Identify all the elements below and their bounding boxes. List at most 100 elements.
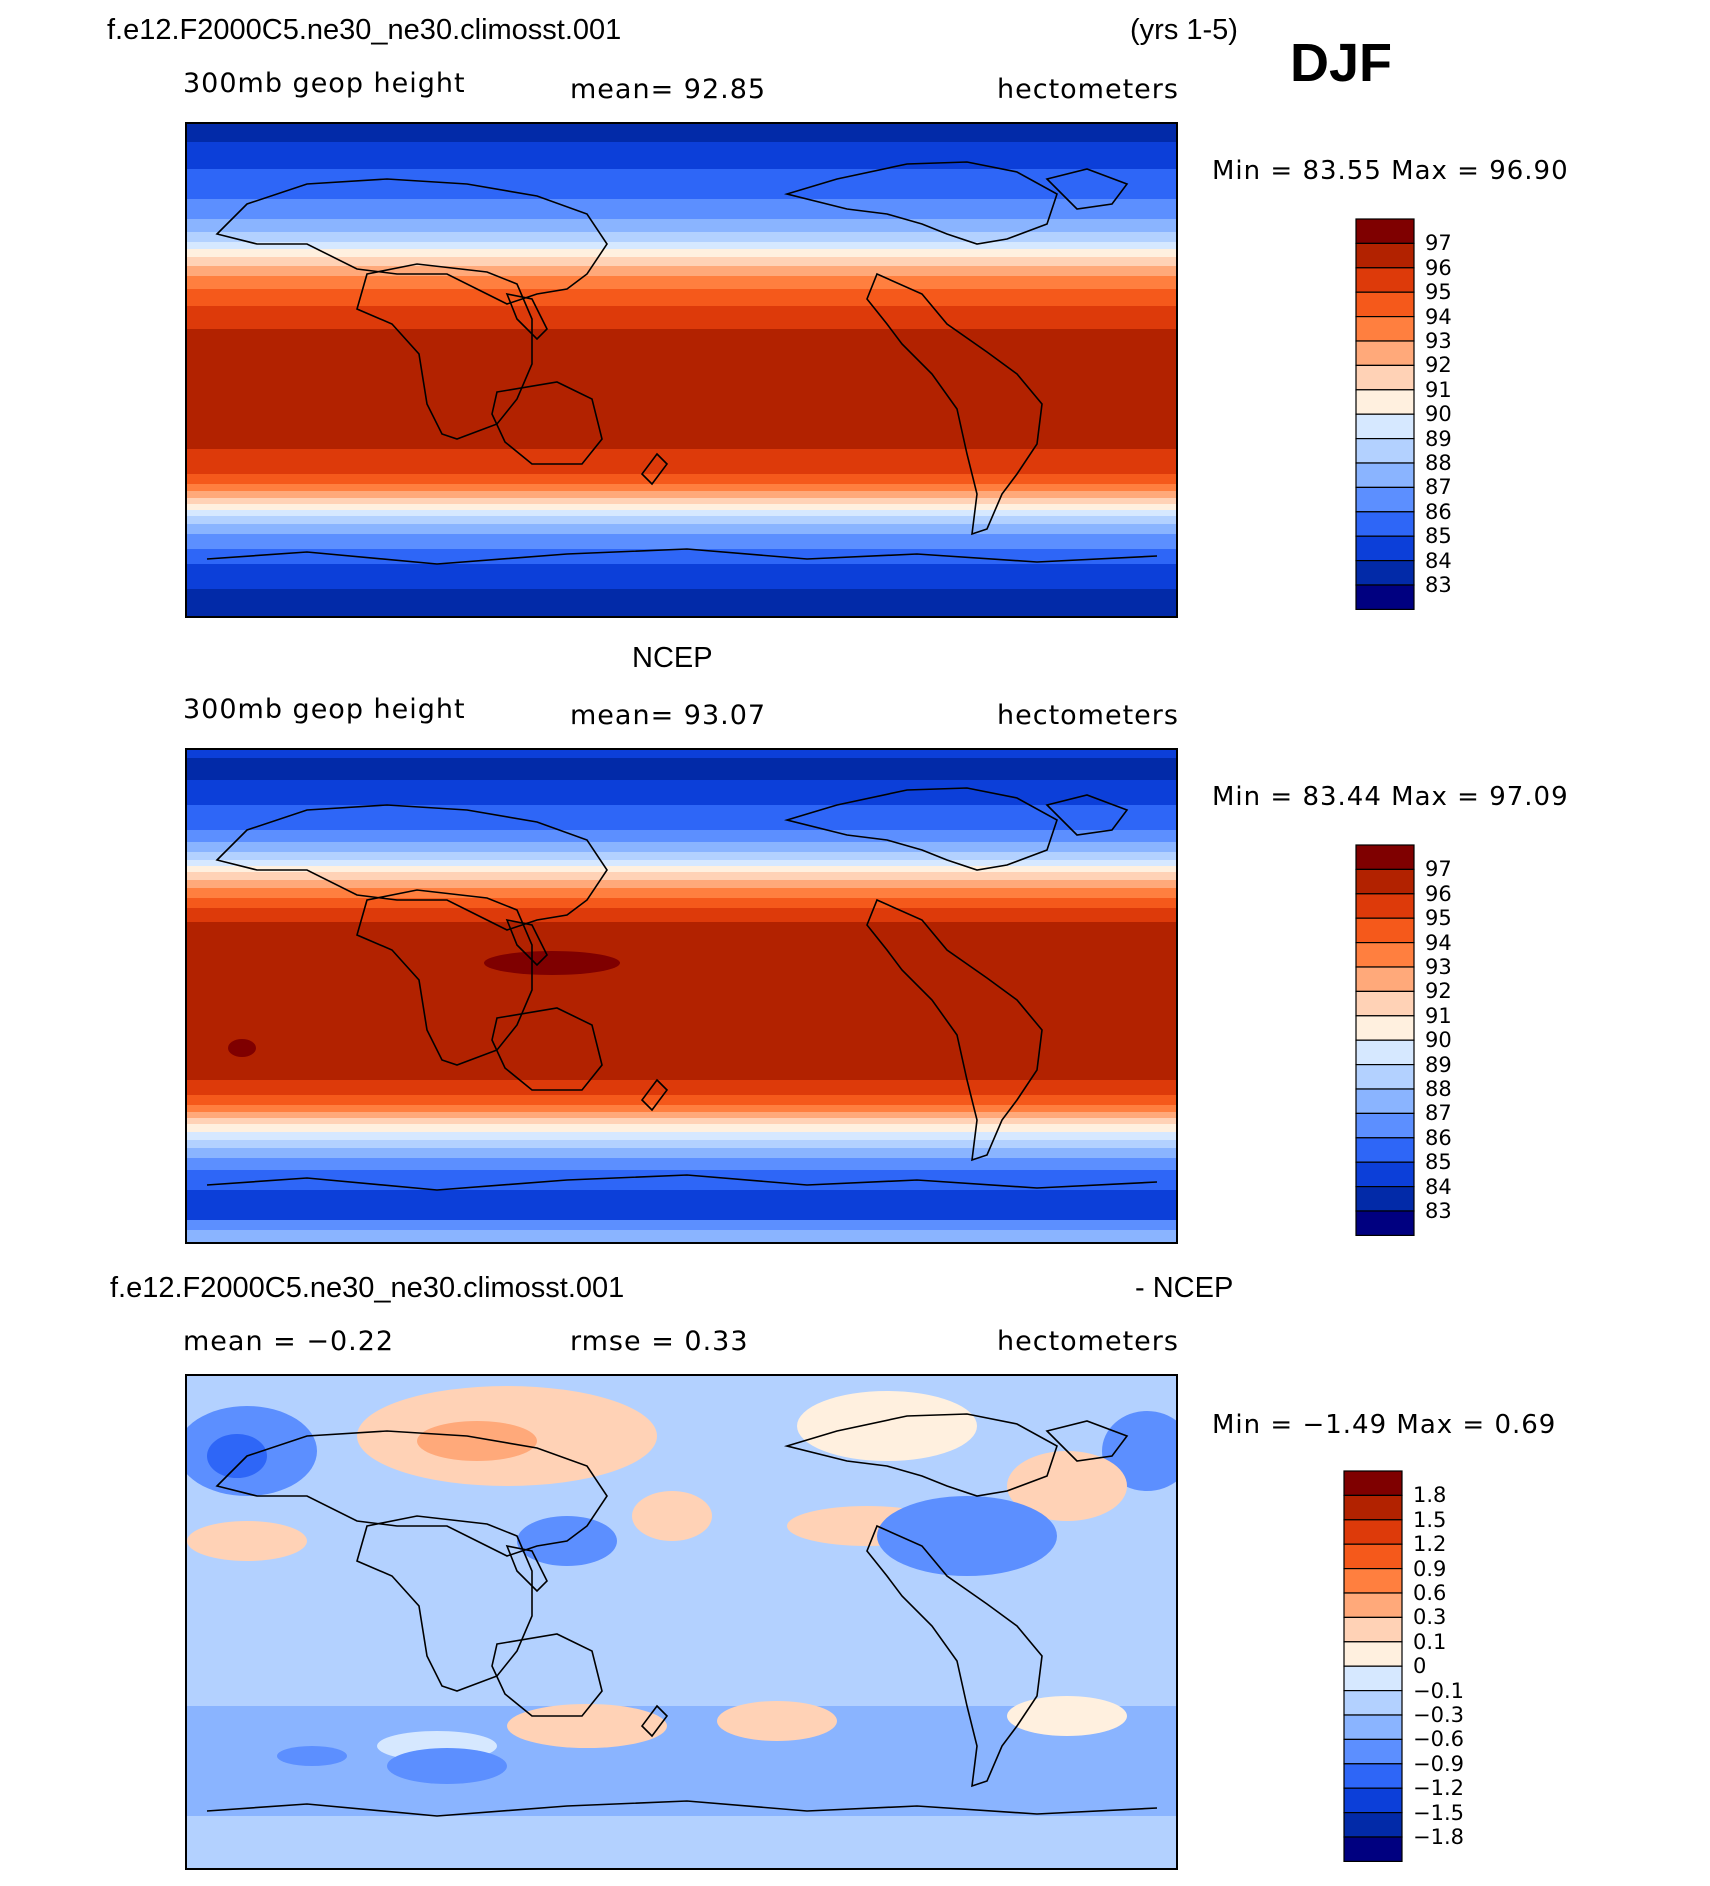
colorbar-box — [1343, 1543, 1403, 1570]
contour-band — [187, 289, 1176, 307]
colorbar-box — [1355, 340, 1415, 366]
colorbar-label: 0.1 — [1413, 1629, 1447, 1654]
panel-ncep-title: NCEP — [632, 642, 713, 674]
contour-band — [187, 780, 1176, 806]
panel-diff-mean: mean = −0.22 — [183, 1326, 395, 1357]
colorbar-box — [1355, 218, 1415, 244]
coastline — [1045, 1420, 1129, 1462]
colorbar-box — [1355, 267, 1415, 293]
contour-band — [187, 329, 1176, 450]
colorbar-box — [1343, 1665, 1403, 1692]
coastline — [640, 1078, 669, 1112]
coastline — [215, 1430, 608, 1557]
colorbar-label: 1.8 — [1413, 1483, 1447, 1508]
colorbar-boxes — [1343, 1470, 1403, 1862]
colorbar-label: −1.5 — [1413, 1800, 1464, 1825]
coastline — [505, 918, 548, 967]
case-title: f.e12.F2000C5.ne30_ne30.climosst.001 — [107, 14, 622, 46]
coastline — [640, 1704, 669, 1738]
colorbar-box — [1355, 1112, 1415, 1139]
colorbar-boxes — [1355, 218, 1415, 610]
contour-band — [187, 249, 1176, 258]
colorbar-label: 90 — [1425, 402, 1452, 427]
contour-anomaly — [277, 1746, 347, 1766]
contour-band — [187, 1220, 1176, 1231]
panel-ncep-minmax: Min = 83.44 Max = 97.09 — [1212, 782, 1569, 812]
colorbar-box — [1343, 1738, 1403, 1765]
contour-band — [187, 474, 1176, 485]
contour-band — [187, 888, 1176, 899]
contour-band — [187, 860, 1176, 867]
colorbar-ncep: 97 96 95 94 93 92 91 90 89 88 87 86 85 84 83 — [1355, 844, 1515, 1239]
coastline — [1045, 794, 1129, 836]
colorbar-label: 83 — [1425, 573, 1452, 597]
colorbar-box — [1355, 584, 1415, 610]
colorbar-box — [1343, 1787, 1403, 1814]
colorbar-box — [1343, 1836, 1403, 1862]
contour-band — [187, 842, 1176, 853]
contour-band — [187, 549, 1176, 565]
colorbar-box — [1343, 1494, 1403, 1521]
contour-band — [187, 534, 1176, 550]
contour-band — [187, 1158, 1176, 1171]
coastline — [215, 178, 608, 305]
contour-band — [187, 484, 1176, 492]
contour-band — [187, 142, 1176, 170]
colorbar-box — [1355, 966, 1415, 992]
panel-model-variable: 300mb geop height — [183, 68, 466, 99]
coastline — [783, 1413, 1058, 1497]
contour-anomaly — [1007, 1696, 1127, 1736]
colorbar-box — [1355, 1186, 1415, 1212]
map-diff — [185, 1374, 1178, 1870]
coastline — [866, 898, 1043, 1162]
contour-max — [228, 1039, 256, 1057]
colorbar-box — [1343, 1470, 1403, 1496]
contour-band — [187, 589, 1176, 616]
coastline — [640, 452, 669, 486]
contour-band — [187, 750, 1176, 759]
colorbar-model: 97 96 95 94 93 92 91 90 89 88 87 86 85 84 83 — [1355, 218, 1515, 613]
contour-anomaly — [797, 1391, 977, 1461]
contour-band — [187, 498, 1176, 505]
colorbar-box — [1355, 242, 1415, 269]
colorbar-diff: 1.8 1.5 1.2 0.9 0.6 0.3 0.1 0 −0.1 −0.3 −0.6 −0.9 −1… — [1343, 1470, 1513, 1865]
contour-anomaly — [187, 1521, 307, 1561]
coastline — [491, 1633, 603, 1717]
contour-band — [187, 257, 1176, 267]
contour-band — [187, 516, 1176, 525]
colorbar-label: 0 — [1413, 1654, 1427, 1679]
contour-anomaly — [877, 1496, 1057, 1576]
coastline — [505, 1544, 548, 1593]
colorbar-label: 92 — [1425, 979, 1452, 1004]
season-label: DJF — [1290, 33, 1393, 93]
contour-band — [187, 564, 1176, 590]
colorbar-label: 97 — [1425, 857, 1452, 882]
colorbar-label: 93 — [1425, 329, 1452, 353]
colorbar-label: −0.1 — [1413, 1678, 1464, 1703]
colorbar-label: 85 — [1425, 1150, 1452, 1175]
contour-band — [187, 805, 1176, 831]
contour-anomaly — [632, 1491, 712, 1541]
colorbar-box — [1343, 1763, 1403, 1789]
panel-diff-rmse: rmse = 0.33 — [570, 1326, 749, 1357]
coastline — [215, 804, 608, 931]
colorbar-box — [1355, 535, 1415, 562]
colorbar-box — [1355, 1088, 1415, 1114]
contour-anomaly — [387, 1748, 507, 1784]
colorbar-box — [1355, 364, 1415, 391]
contour-band — [187, 232, 1176, 243]
colorbar-label: 94 — [1425, 304, 1452, 329]
colorbar-label: 90 — [1425, 1028, 1452, 1053]
colorbar-box — [1343, 1592, 1403, 1618]
contour-anomaly — [417, 1421, 537, 1461]
panel-model-units: hectometers — [997, 74, 1179, 105]
contour-band — [187, 1140, 1176, 1149]
contour-band — [187, 504, 1176, 511]
colorbar-label: 94 — [1425, 930, 1452, 955]
contour-band — [187, 449, 1176, 475]
colorbar-label: 88 — [1425, 1077, 1452, 1101]
coastline — [1045, 168, 1129, 210]
coastline — [206, 548, 1158, 565]
contour-band — [187, 908, 1176, 923]
colorbar-box — [1355, 844, 1415, 870]
